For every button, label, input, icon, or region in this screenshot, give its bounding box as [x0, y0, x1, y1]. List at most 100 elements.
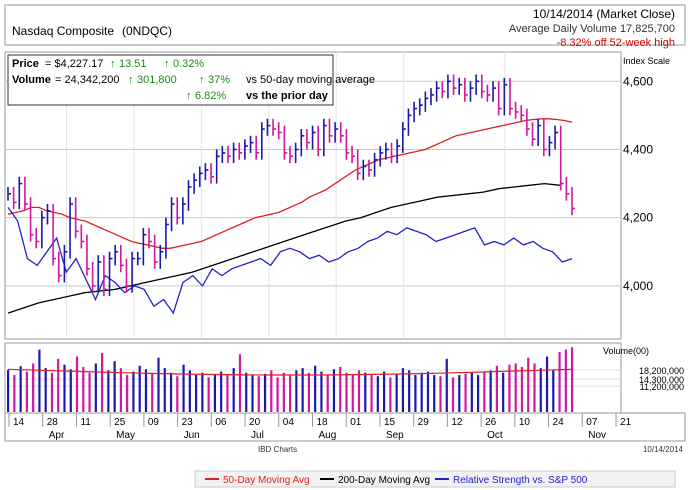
volume-bar [94, 363, 97, 412]
volume-bar [307, 372, 310, 412]
price-bar [86, 234, 90, 276]
index-label: Index Scale [623, 56, 670, 66]
volume-bar [364, 372, 367, 412]
price-bar [210, 163, 215, 184]
month-label: Jun [184, 430, 200, 441]
price-bar [554, 125, 559, 150]
price-label: Price [12, 58, 39, 70]
price-bar [480, 74, 485, 99]
volume-bars [7, 347, 574, 412]
price-bar [260, 122, 265, 160]
volume-bar [276, 377, 279, 412]
volume-bar [257, 376, 260, 412]
price-bar [571, 186, 575, 216]
price-bar [114, 244, 119, 266]
volume-bar [144, 369, 148, 412]
date-tick-label: 24 [553, 417, 565, 428]
date-tick-label: 12 [451, 417, 463, 428]
volume-bar [426, 371, 430, 412]
volume-tick-label: 18,200,000 [639, 366, 684, 376]
volume-bar [232, 368, 235, 412]
date-line: 10/14/2014 (Market Close) [533, 7, 675, 21]
month-label: May [116, 430, 135, 441]
volume-bar [332, 369, 336, 412]
volume-bar [263, 373, 267, 412]
volume-bar [69, 369, 72, 412]
volume-bar [389, 377, 392, 412]
date-tick-label: 21 [620, 417, 632, 428]
price-bar [69, 197, 74, 259]
volume-up-arrow-icon: ↑ [128, 74, 134, 86]
ma200-layer [7, 182, 561, 314]
volume-bar [357, 370, 361, 412]
price-bar [120, 244, 124, 273]
price-bar [542, 118, 547, 157]
price-bar [351, 146, 356, 164]
volume-bar [113, 361, 116, 412]
volume-bar [464, 373, 467, 412]
price-bar [503, 77, 508, 116]
price-tick-label: 4,600 [623, 74, 653, 88]
date-tick-label: 26 [485, 417, 497, 428]
legend-entry: Relative Strength vs. S&P 500 [453, 475, 588, 486]
price-bar [52, 204, 57, 266]
price-bar [97, 255, 102, 293]
footer-date: 10/14/2014 [643, 445, 684, 454]
volume-bar [207, 377, 210, 412]
stats-box [7, 54, 334, 106]
volume-vs-ma-label: vs 50-day moving average [246, 74, 375, 86]
volume-value: = 24,342,200 [55, 74, 120, 86]
volume-bar [19, 366, 22, 412]
price-bar [311, 125, 316, 150]
legend: 50-Day Moving Avg 200-Day Moving Avg Relat… [205, 475, 588, 486]
volume-bar [545, 356, 549, 412]
price-bar [373, 152, 378, 177]
volume-bar [351, 375, 354, 412]
volume-bar [339, 366, 342, 412]
volume-bar [50, 372, 54, 412]
price-bar [41, 210, 45, 249]
volume-bar [508, 364, 511, 412]
volume-bar [75, 356, 79, 412]
price-bar [396, 139, 401, 164]
price-bar [255, 135, 260, 160]
volume-bar [414, 375, 417, 412]
volume-bar [458, 375, 461, 412]
price-bar [103, 255, 107, 297]
volume-bar [163, 368, 166, 412]
price-bar [176, 197, 181, 225]
price-bar [317, 125, 322, 157]
price-axis: 4,000 4,200 4,400 4,600 [623, 74, 653, 293]
price-bar [294, 142, 299, 164]
price-change-pct: 0.32% [173, 58, 204, 70]
price-bar [390, 142, 395, 164]
chart-title: Nasdaq Composite [12, 24, 114, 38]
price-bar [424, 91, 429, 112]
price-bar [526, 108, 530, 136]
date-tick-label: 10 [519, 417, 531, 428]
volume-bar [82, 366, 85, 412]
price-bar [475, 74, 480, 95]
price-pct-up-arrow-icon: ↑ [164, 58, 170, 70]
price-bar [385, 142, 389, 160]
price-bar [418, 98, 423, 116]
date-tick-label: 18 [317, 417, 329, 428]
price-bar [24, 176, 28, 211]
price-bar [452, 74, 457, 95]
price-bar [514, 101, 519, 119]
price-bar [509, 77, 513, 116]
month-label: Nov [588, 430, 606, 441]
price-bar [193, 173, 198, 194]
candle-layer [7, 74, 575, 297]
price-bar [458, 77, 463, 95]
price-bar [35, 227, 40, 249]
volume-vs-prior-pct: 6.82% [195, 90, 226, 102]
volume-bar [182, 364, 185, 412]
legend-entry: 50-Day Moving Avg [223, 475, 310, 486]
volume-tick-label: 14,300,000 [639, 375, 684, 385]
volume-bar [119, 368, 122, 412]
volume-bar [101, 353, 104, 412]
rs-layer [7, 207, 573, 315]
volume-bar [151, 373, 154, 412]
volume-bar [571, 347, 574, 412]
